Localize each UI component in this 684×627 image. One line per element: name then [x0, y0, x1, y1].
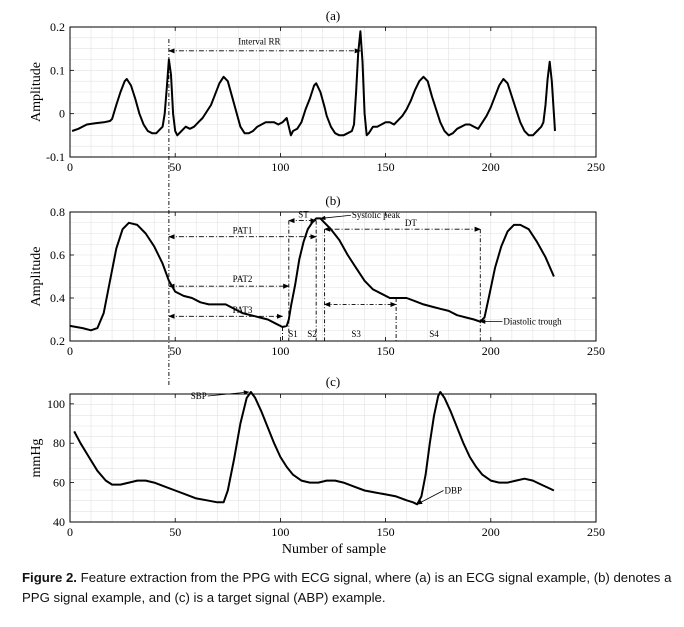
y-tick-label: 0.6	[50, 248, 65, 262]
y-axis-label: Amplitude	[29, 62, 44, 122]
panel-label: (a)	[326, 8, 340, 23]
y-tick-label: 80	[53, 436, 65, 450]
plot-frame	[69, 393, 597, 523]
x-tick-label: 200	[482, 525, 500, 539]
x-tick-label: 250	[587, 344, 605, 358]
plot-frame	[69, 211, 597, 342]
signal-line	[69, 217, 555, 332]
y-tick-label: 60	[53, 476, 65, 490]
x-tick-label: 250	[587, 525, 605, 539]
x-tick-label: 50	[169, 160, 181, 174]
signal-line	[73, 391, 555, 506]
y-axis-label: Amplitude	[29, 247, 44, 307]
x-tick-label: 0	[67, 525, 73, 539]
y-tick-label: 0.8	[50, 205, 65, 219]
feature-extraction-figure: (a)0 50 100 150 200 250-0.100.10.2AmplitudeIn…	[29, 8, 605, 557]
x-tick-label: 150	[377, 160, 395, 174]
panel-a: (a)0 50 100 150 200 250-0.100.10.2AmplitudeIn…	[29, 8, 605, 174]
y-tick-label: 0.4	[50, 291, 65, 305]
x-tick-label: 200	[482, 160, 500, 174]
interval-label: PAT3	[233, 305, 253, 315]
x-tick-label: 50	[169, 344, 181, 358]
segment-label: S2	[307, 329, 317, 339]
y-axis-label: mmHg	[29, 439, 44, 478]
y-tick-label: 0.1	[50, 63, 65, 77]
y-tick-label: 100	[47, 397, 65, 411]
segment-label: S4	[429, 329, 439, 339]
x-tick-label: 100	[271, 525, 289, 539]
y-tick-label: -0.1	[46, 150, 65, 164]
x-tick-label: 200	[482, 344, 500, 358]
interval-label: PAT1	[233, 226, 253, 236]
panel-label: (b)	[325, 193, 340, 208]
x-tick-label: 100	[271, 160, 289, 174]
x-tick-label: 0	[67, 344, 73, 358]
point-callout-arrow	[207, 390, 250, 397]
panel-label: (c)	[326, 374, 340, 389]
point-callout-arrow	[319, 214, 351, 221]
figure-caption: Figure 2. Feature extraction from the PP…	[22, 568, 672, 608]
x-axis-label: Number of sample	[282, 542, 386, 557]
interval-label: Interval RR	[238, 36, 280, 46]
figure-caption-label: Figure 2.	[22, 570, 77, 585]
point-callout-label: SBP	[191, 391, 207, 401]
point-callout-label: Systolic peak	[352, 210, 401, 220]
plot-frame	[69, 26, 597, 158]
x-tick-label: 100	[271, 344, 289, 358]
figure-caption-text: Feature extraction from the PPG with ECG…	[22, 570, 672, 605]
y-tick-label: 0	[59, 107, 65, 121]
cross-panel-markers	[168, 39, 481, 386]
x-tick-label: 0	[67, 160, 73, 174]
interval-label: DT	[405, 218, 417, 228]
segment-label: S3	[351, 329, 361, 339]
panel-c: (c) 0 50 100 150 200 250 40 60 80 100 mmHg SBP DBP	[29, 374, 605, 539]
point-callout-arrow	[416, 490, 444, 505]
x-tick-label: 50	[169, 525, 181, 539]
x-tick-label: 150	[377, 525, 395, 539]
x-tick-label: 150	[377, 344, 395, 358]
y-tick-label: 0.2	[50, 334, 65, 348]
interval-label: PAT2	[233, 274, 253, 284]
y-tick-label: 0.2	[50, 20, 65, 34]
y-tick-label: 40	[53, 515, 65, 529]
point-callout-label: DBP	[445, 485, 463, 495]
interval-label: ST	[298, 209, 309, 219]
signal-line	[71, 30, 556, 137]
panel-b: (b) 0 50 100 150 200 250 0.2 0.4 0.6 0.8 Amplitude P…	[29, 193, 605, 358]
point-callout-label: Diastolic trough	[503, 317, 562, 327]
x-tick-label: 250	[587, 160, 605, 174]
segment-label: S1	[288, 329, 298, 339]
